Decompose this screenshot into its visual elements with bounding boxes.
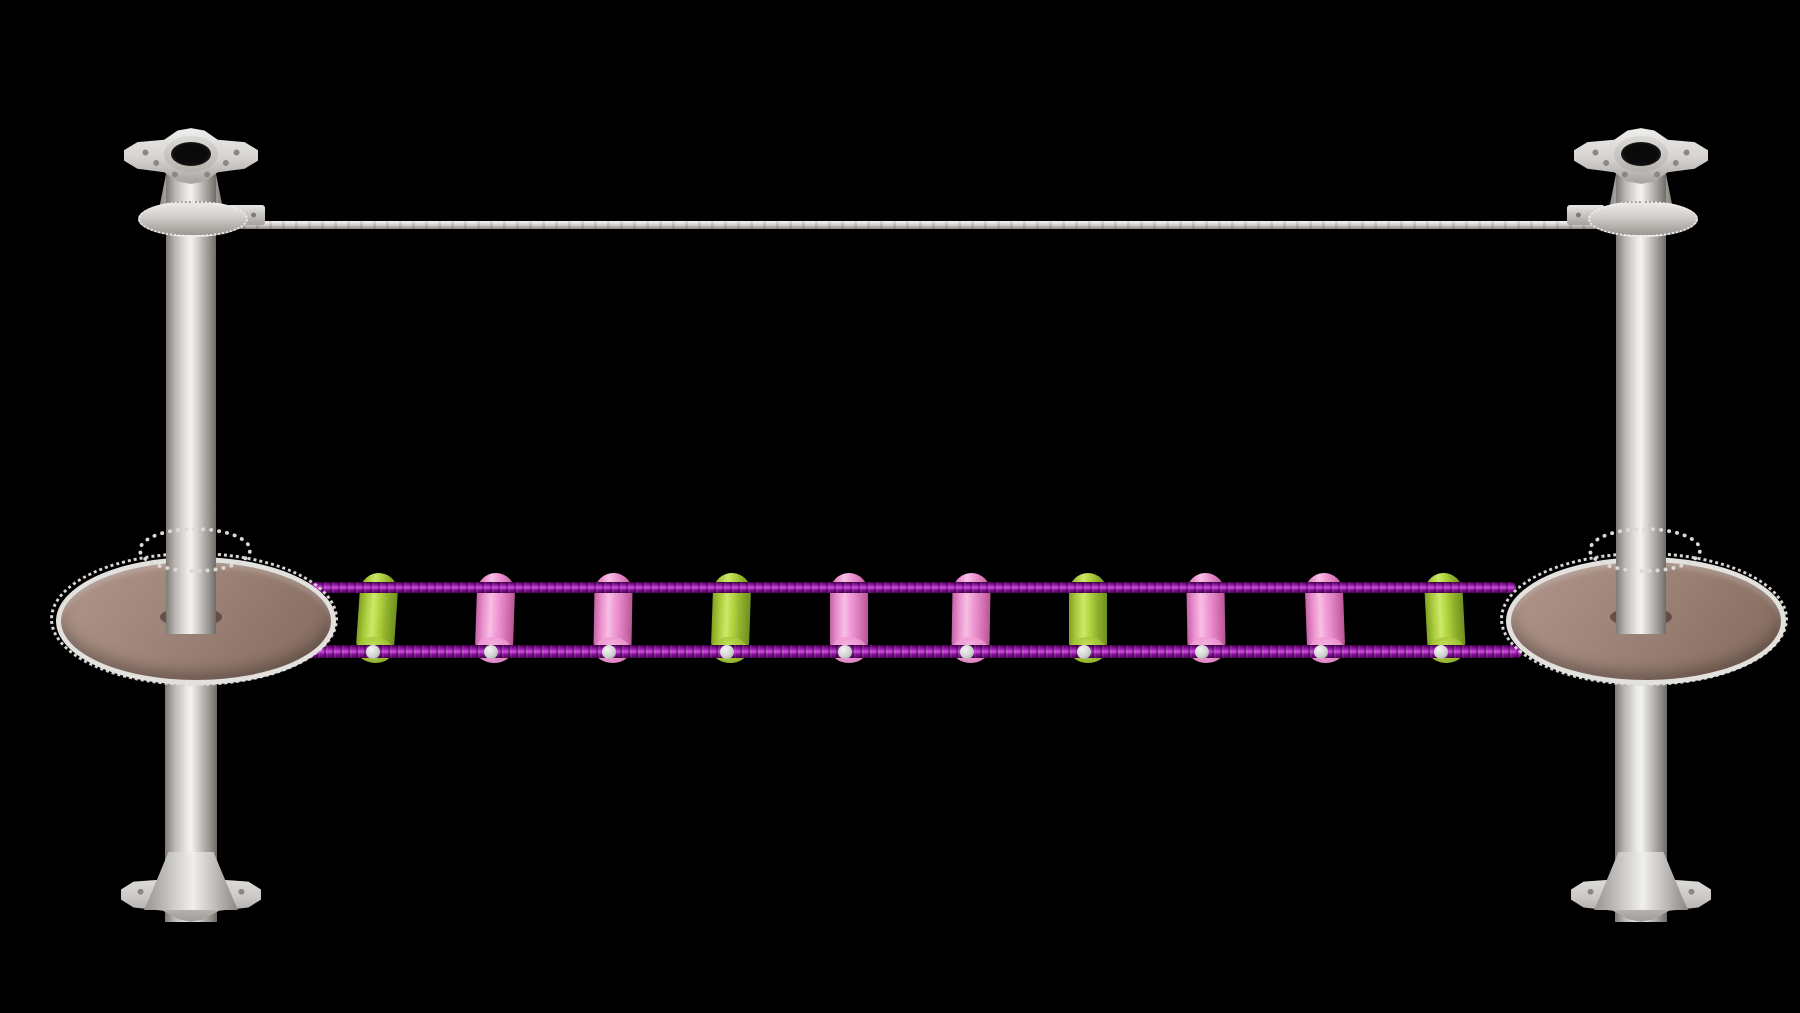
top-rope [306, 582, 1516, 593]
roller-pin [602, 645, 616, 659]
roller-pin [1195, 645, 1209, 659]
top-crossbar [178, 221, 1622, 229]
roller-pin [838, 645, 852, 659]
roller-pin [1314, 645, 1328, 659]
roller-pin [366, 645, 380, 659]
roller-pin [960, 645, 974, 659]
roller-pin [1434, 645, 1448, 659]
roller-pin [1077, 645, 1091, 659]
roller-pin [720, 645, 734, 659]
roller-pin [484, 645, 498, 659]
